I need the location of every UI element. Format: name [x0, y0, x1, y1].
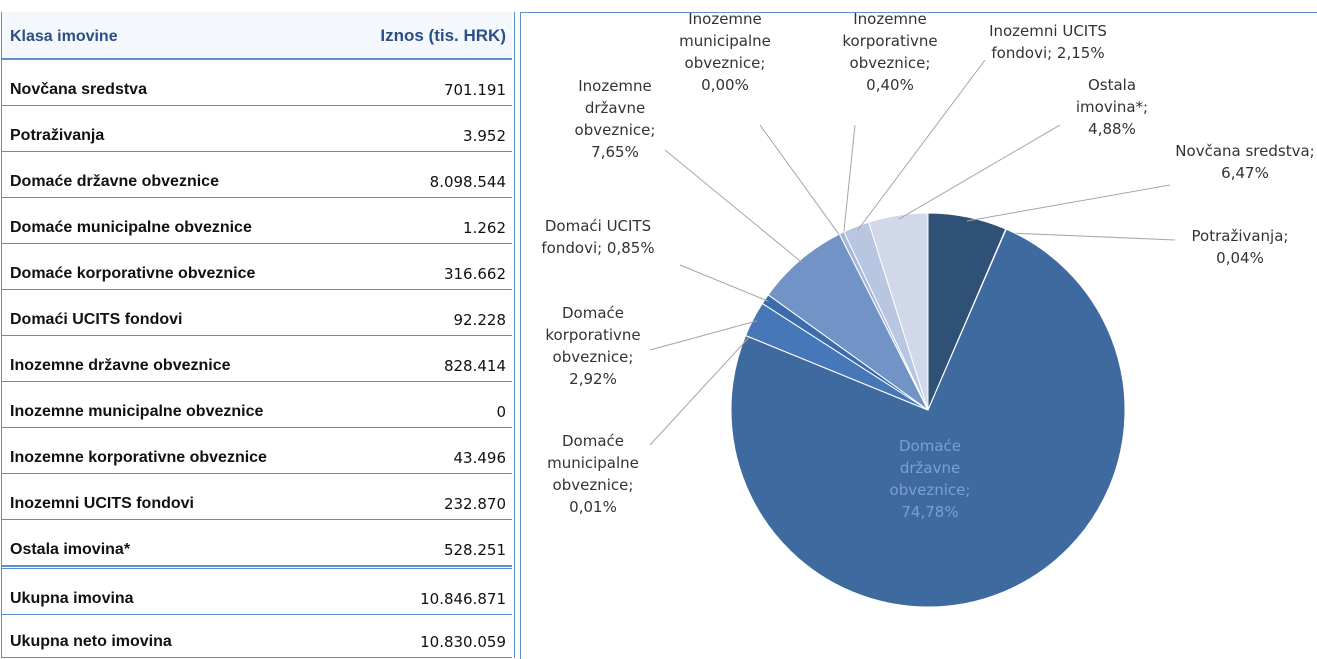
table-row: Domaće državne obveznice 8.098.544 — [2, 152, 512, 198]
pie-slice — [767, 233, 929, 411]
cell: 10.830.059 — [420, 633, 506, 651]
cell: Domaći UCITS fondovi — [10, 311, 183, 328]
cell: 232.870 — [443, 495, 506, 513]
cell: 701.191 — [443, 81, 506, 99]
cell: Inozemne korporativne obveznice — [10, 449, 267, 466]
data-label: Domaće korporativne obveznice; 2,92% — [545, 304, 641, 388]
leader-line — [857, 59, 986, 231]
cell: Klasa imovine — [10, 28, 118, 45]
leader-line — [842, 124, 856, 237]
table-row: Domaće municipalne obveznice 1.262 — [2, 198, 512, 244]
cell: 528.251 — [443, 541, 506, 559]
cell: Domaće državne obveznice — [10, 173, 219, 190]
leader-line — [649, 320, 757, 351]
cell: Inozemne municipalne obveznice — [10, 403, 264, 420]
data-label: Inozemne municipalne obveznice; 0,00% — [679, 10, 771, 94]
leader-line — [1004, 232, 1176, 241]
cell: Ukupna imovina — [10, 590, 134, 607]
data-label: Domaće municipalne obveznice; 0,01% — [547, 432, 639, 516]
data-label: Inozemne državne obveznice; 7,65% — [574, 77, 656, 161]
cell: 0 — [496, 403, 506, 421]
chart-frame — [520, 12, 1317, 659]
cell: 828.414 — [443, 357, 506, 375]
data-label: Potraživanja; 0,04% — [1191, 227, 1289, 267]
cell: Inozemne državne obveznice — [10, 357, 231, 374]
cell: Ukupna neto imovina — [10, 633, 172, 650]
table-row: Ostala imovina* 528.251 — [2, 520, 512, 566]
cell: 92.228 — [453, 311, 507, 329]
data-label: Domaće državne obveznice; 74,78% — [889, 437, 971, 521]
cell: 8.098.544 — [429, 173, 506, 191]
table-row: Potraživanja 3.952 — [2, 106, 512, 152]
cell: 43.496 — [453, 449, 507, 467]
data-label: Novčana sredstva; 6,47% — [1175, 142, 1315, 182]
leader-line — [664, 149, 804, 264]
cell: 1.262 — [463, 219, 506, 237]
leader-line — [759, 124, 842, 238]
table-row: Novčana sredstva 701.191 — [2, 60, 512, 106]
data-label: Ostala imovina*; 4,88% — [1075, 76, 1149, 138]
pie-slice — [730, 228, 1126, 608]
table-row: Inozemni UCITS fondovi 232.870 — [2, 474, 512, 520]
data-label: Domaći UCITS fondovi; 0,85% — [541, 217, 655, 257]
leader-line — [898, 124, 1061, 220]
table-row: Ukupna imovina 10.846.871 — [2, 566, 512, 615]
cell: Domaće korporativne obveznice — [10, 265, 256, 282]
cell: Potraživanja — [10, 127, 105, 144]
table-row: Inozemne korporativne obveznice 43.496 — [2, 428, 512, 474]
table-row: Domaće korporativne obveznice 316.662 — [2, 244, 512, 290]
cell: Domaće municipalne obveznice — [10, 219, 252, 236]
leader-line — [966, 184, 1171, 222]
cell: Ostala imovina* — [10, 541, 131, 558]
cell: 3.952 — [463, 127, 506, 145]
table-row: Inozemne municipalne obveznice 0 — [2, 382, 512, 428]
data-label: Inozemni UCITS fondovi; 2,15% — [989, 22, 1107, 62]
table-row: Klasa imovine Iznos (tis. HRK) — [2, 12, 512, 60]
leader-line — [649, 336, 750, 446]
table-frame — [1, 12, 515, 658]
cell: Iznos (tis. HRK) — [380, 26, 506, 45]
cell: 316.662 — [443, 265, 506, 283]
cell: Inozemni UCITS fondovi — [10, 495, 194, 512]
data-label: Inozemne korporativne obveznice; 0,40% — [842, 10, 938, 94]
pie-slice — [867, 212, 929, 411]
leader-line — [679, 264, 769, 302]
table-row: Domaći UCITS fondovi 92.228 — [2, 290, 512, 336]
cell: 10.846.871 — [420, 590, 506, 608]
cell: Novčana sredstva — [10, 81, 147, 98]
table-row: Inozemne državne obveznice 828.414 — [2, 336, 512, 382]
